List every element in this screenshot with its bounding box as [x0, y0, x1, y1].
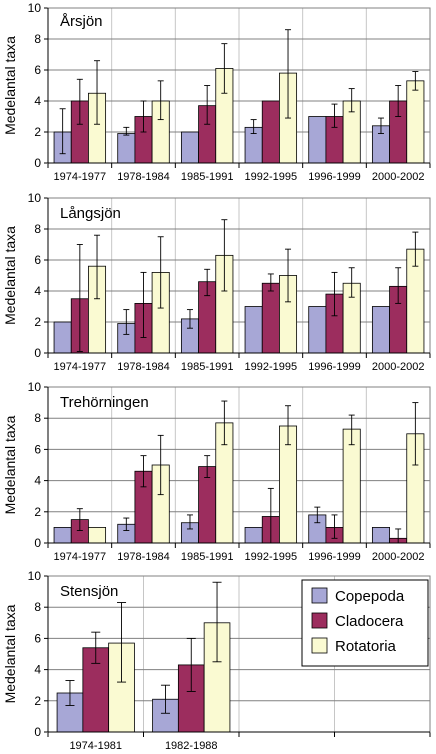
bar-rotatoria: [342, 428, 361, 544]
x-tick-label: 2000-2002: [372, 171, 425, 183]
y-tick-label: 8: [34, 32, 41, 46]
x-tick-label: 1974-1981: [69, 740, 122, 752]
bar-copepoda: [180, 131, 199, 164]
bar-copepoda: [53, 321, 72, 354]
bar-rotatoria: [406, 80, 425, 164]
legend-label-cladocera: Cladocera: [335, 613, 404, 630]
x-tick-label: 1992-1995: [245, 171, 298, 183]
legend: Copepoda Cladocera Rotatoria: [301, 579, 429, 667]
y-tick-label: 10: [28, 380, 42, 394]
y-tick-label: 6: [34, 442, 41, 456]
y-tick-label: 0: [34, 536, 41, 550]
x-tick-label: 2000-2002: [372, 551, 425, 563]
plot-area: [48, 8, 430, 163]
y-tick-label: 8: [34, 411, 41, 425]
x-tick-label: 1996-1999: [308, 361, 361, 373]
y-tick-label: 4: [34, 94, 41, 108]
bar-copepoda: [244, 527, 263, 544]
chart-panel-1: 0 2 4 6 8 10 1974-1977 1978-1984 1985-1991 1992-1…: [2, 1, 431, 183]
legend-label-copepoda: Copepoda: [335, 588, 405, 605]
x-tick-label: 1996-1999: [308, 171, 361, 183]
x-tick-label: 1974-1977: [54, 551, 107, 563]
y-tick-label: 10: [28, 569, 42, 583]
y-tick-label: 8: [34, 222, 41, 236]
y-tick-label: 4: [34, 474, 41, 488]
bar-cladocera: [261, 282, 280, 354]
bar-cladocera: [198, 466, 217, 544]
y-axis-label: Medelantal taxa: [2, 36, 18, 135]
x-tick-label: 1974-1977: [54, 171, 107, 183]
x-tick-label: 1985-1991: [181, 361, 234, 373]
y-tick-label: 6: [34, 63, 41, 77]
panel-title: Trehörningen: [60, 394, 149, 411]
panel-title: Långsjön: [60, 205, 121, 222]
y-tick-label: 2: [34, 505, 41, 519]
y-tick-label: 10: [28, 1, 42, 15]
bar-copepoda: [117, 133, 136, 164]
x-tick-label: 1978-1984: [117, 361, 170, 373]
x-tick-label: 2000-2002: [372, 361, 425, 373]
y-tick-label: 4: [34, 663, 41, 677]
y-tick-label: 10: [28, 191, 42, 205]
x-tick-label: 1982-1988: [165, 740, 218, 752]
x-tick-label: 1974-1977: [54, 361, 107, 373]
y-tick-label: 8: [34, 600, 41, 614]
y-tick-label: 6: [34, 253, 41, 267]
bar-cladocera: [261, 100, 280, 164]
x-tick-label: 1985-1991: [181, 171, 234, 183]
y-tick-label: 2: [34, 315, 41, 329]
y-tick-label: 6: [34, 631, 41, 645]
bar-copepoda: [308, 306, 327, 354]
bar-rotatoria: [88, 527, 107, 544]
plot-area: [48, 198, 430, 353]
y-tick-label: 4: [34, 284, 41, 298]
bar-copepoda: [308, 116, 327, 164]
chart-panel-2: 0 2 4 6 8 10 1974-1977 1978-1984 1985-1991 1992-1…: [2, 191, 431, 373]
bar-copepoda: [244, 306, 263, 354]
x-tick-label: 1992-1995: [245, 361, 298, 373]
bar-copepoda: [371, 306, 390, 354]
panel-title: Stensjön: [60, 583, 118, 600]
y-tick-label: 0: [34, 346, 41, 360]
x-tick-label: 1978-1984: [117, 551, 170, 563]
legend-swatch-rotatoria: [311, 637, 328, 654]
y-axis-label: Medelantal taxa: [2, 226, 18, 325]
x-tick-label: 1996-1999: [308, 551, 361, 563]
bar-copepoda: [53, 527, 72, 544]
chart-panel-3: 0 2 4 6 8 10 1974-1977 1978-1984 1985-1991 1992-1…: [2, 380, 431, 563]
x-tick-label: 1978-1984: [117, 171, 170, 183]
y-tick-label: 0: [34, 725, 41, 739]
y-axis-label: Medelantal taxa: [2, 415, 18, 514]
bar-copepoda: [371, 527, 390, 544]
legend-swatch-copepoda: [311, 587, 328, 604]
x-tick-label: 1985-1991: [181, 551, 234, 563]
y-tick-label: 2: [34, 125, 41, 139]
legend-label-rotatoria: Rotatoria: [335, 638, 397, 655]
x-tick-label: 1992-1995: [245, 551, 298, 563]
y-axis-label: Medelantal taxa: [2, 604, 18, 703]
y-tick-label: 0: [34, 156, 41, 170]
panel-title: Årsjön: [60, 13, 103, 30]
legend-swatch-cladocera: [311, 612, 328, 629]
plot-area: [48, 387, 430, 543]
y-tick-label: 2: [34, 694, 41, 708]
